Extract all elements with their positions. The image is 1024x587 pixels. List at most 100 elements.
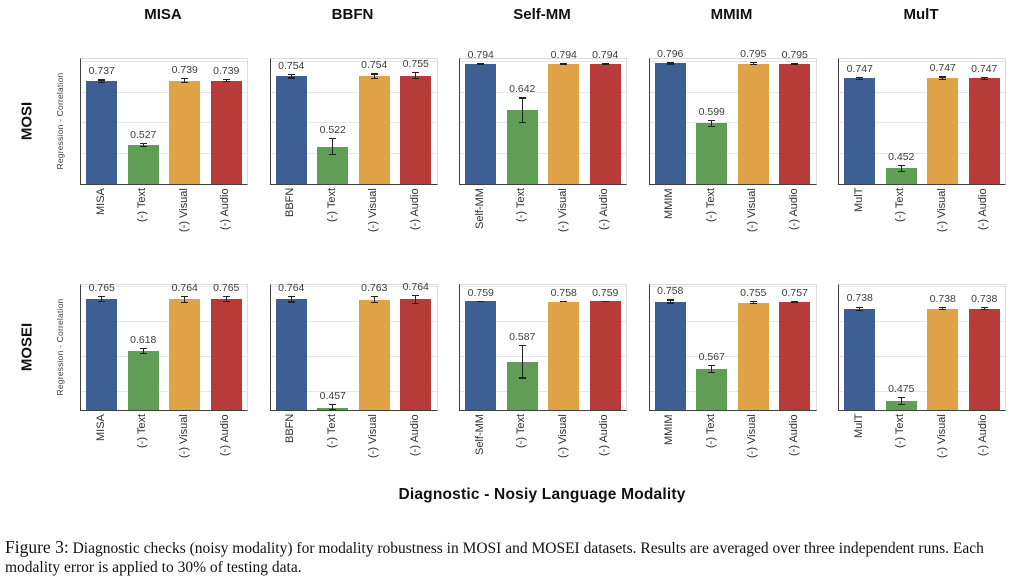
x-tick-label-bbfn: BBFN bbox=[284, 414, 297, 444]
x-tick-labels: BBFN (-) Text (-) Visual (-) Audio bbox=[270, 411, 436, 475]
error-bar-cap bbox=[139, 143, 147, 145]
bar-value-label: 0.794 bbox=[592, 49, 619, 62]
chart-panel-mosi-self-mm: 0.794 0.642 0.794 0.794 bbox=[459, 49, 627, 185]
bar-value-label: 0.618 bbox=[130, 333, 157, 346]
gridline bbox=[270, 61, 437, 63]
x-tick-labels: MulT (-) Text (-) Visual (-) Audio bbox=[838, 185, 1004, 249]
error-bar-cap bbox=[222, 80, 230, 83]
bar-value-label: 0.763 bbox=[361, 282, 388, 295]
bar-value-label: 0.764 bbox=[278, 282, 305, 295]
gridline bbox=[270, 356, 437, 358]
x-tick-label-self-mm: Self-MM bbox=[473, 414, 486, 455]
error-bar-cap bbox=[329, 408, 337, 410]
x-tick-label-text: (-) Text bbox=[136, 188, 149, 223]
error-bar bbox=[373, 296, 375, 304]
chart-panel-mosi-bbfn: 0.754 0.522 0.754 0.755 bbox=[269, 58, 438, 185]
x-tick-labels: BBFN (-) Text (-) Visual (-) Audio bbox=[270, 185, 436, 249]
error-bar-cap bbox=[708, 119, 716, 121]
bar-visual bbox=[548, 63, 580, 184]
row-label-mosei: MOSEI bbox=[18, 322, 36, 371]
error-bar-cap bbox=[897, 396, 905, 399]
gridline bbox=[270, 122, 437, 124]
gridline bbox=[270, 152, 437, 154]
bar-value-label: 0.738 bbox=[929, 292, 956, 305]
error-bar bbox=[859, 76, 861, 80]
error-bar-cap bbox=[939, 309, 947, 311]
gridline bbox=[649, 356, 816, 358]
bar-value-label: 0.755 bbox=[402, 58, 429, 71]
error-bar-cap bbox=[329, 138, 337, 140]
bar-visual bbox=[927, 78, 959, 184]
bar-value-label: 0.758 bbox=[657, 285, 684, 298]
error-bar-cap bbox=[222, 296, 230, 298]
gridline bbox=[649, 91, 816, 93]
x-tick-label-misa: MISA bbox=[94, 188, 107, 215]
panel-title-bbfn: BBFN bbox=[331, 6, 374, 23]
gridline bbox=[460, 152, 626, 154]
error-bar bbox=[225, 79, 227, 83]
gridline bbox=[839, 91, 1005, 93]
error-bar-cap bbox=[329, 154, 337, 156]
bar-audio bbox=[779, 63, 811, 184]
bar-value-label: 0.747 bbox=[846, 62, 873, 75]
error-bar bbox=[900, 397, 902, 406]
chart-panel-mosi-mult: 0.747 0.452 0.747 0.747 bbox=[838, 58, 1006, 185]
bar-value-label: 0.759 bbox=[467, 286, 494, 299]
bar-audio bbox=[968, 308, 1000, 410]
gridline bbox=[649, 122, 816, 124]
error-bar-cap bbox=[980, 306, 988, 309]
chart-panel-mosei-mult: 0.738 0.475 0.738 0.738 bbox=[838, 284, 1006, 411]
bar-value-label: 0.759 bbox=[592, 286, 619, 299]
error-bar bbox=[101, 296, 103, 302]
bar-value-label: 0.475 bbox=[888, 382, 915, 395]
error-bar-cap bbox=[370, 302, 378, 304]
bar-visual bbox=[548, 301, 580, 410]
bar-misa bbox=[86, 81, 118, 184]
x-tick-label-bbfn: BBFN bbox=[284, 188, 297, 218]
error-bar bbox=[142, 143, 144, 148]
panel-title-misa: MISA bbox=[144, 6, 182, 23]
error-bar-cap bbox=[856, 306, 864, 308]
error-bar bbox=[752, 61, 754, 66]
gridline bbox=[270, 391, 437, 393]
bar-value-label: 0.765 bbox=[213, 282, 240, 295]
x-tick-labels: MMIM (-) Text (-) Visual (-) Audio bbox=[649, 411, 815, 475]
bar-value-label: 0.522 bbox=[319, 124, 346, 137]
bar-audio bbox=[968, 78, 1000, 184]
error-bar-cap bbox=[856, 78, 864, 80]
gridline bbox=[460, 356, 626, 358]
figure-label: Figure 3: bbox=[5, 537, 69, 557]
error-bar-cap bbox=[412, 72, 420, 74]
error-bar-cap bbox=[601, 300, 609, 302]
error-bar-cap bbox=[897, 404, 905, 406]
gridline bbox=[81, 285, 247, 287]
bar-value-label: 0.738 bbox=[971, 292, 998, 305]
x-tick-label-audio: (-) Audio bbox=[598, 188, 611, 230]
bar-audio bbox=[210, 299, 242, 410]
error-bar-cap bbox=[181, 301, 189, 303]
error-bar-cap bbox=[370, 77, 378, 79]
gridline bbox=[649, 285, 816, 287]
row-label-mosi: MOSI bbox=[18, 101, 36, 140]
error-bar-cap bbox=[139, 352, 147, 355]
gridline bbox=[839, 285, 1005, 287]
error-bar-cap bbox=[412, 294, 420, 296]
x-tick-label-visual: (-) Visual bbox=[367, 188, 380, 232]
x-tick-label-text: (-) Text bbox=[894, 414, 907, 449]
x-tick-labels: Self-MM (-) Text (-) Visual (-) Audio bbox=[459, 185, 625, 249]
bar-audio bbox=[589, 301, 621, 410]
bar-mult bbox=[844, 78, 876, 184]
bar-value-label: 0.747 bbox=[929, 62, 956, 75]
bar-value-label: 0.757 bbox=[781, 286, 808, 299]
error-bar-cap bbox=[287, 296, 295, 298]
bar-value-label: 0.587 bbox=[509, 330, 536, 343]
error-bar-cap bbox=[666, 302, 674, 304]
error-bar bbox=[711, 364, 713, 374]
gridline bbox=[460, 391, 626, 393]
error-bar bbox=[332, 404, 334, 410]
bar-audio bbox=[589, 63, 621, 184]
chart-panel-mosei-self-mm: 0.759 0.587 0.758 0.759 bbox=[459, 284, 627, 411]
bar-mmim bbox=[654, 301, 686, 410]
bar-value-label: 0.452 bbox=[888, 150, 915, 163]
error-bar-cap bbox=[791, 62, 799, 64]
